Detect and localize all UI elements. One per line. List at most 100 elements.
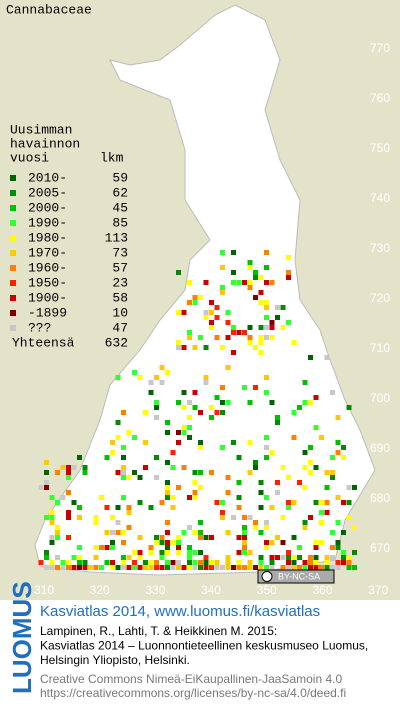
observation-square: [110, 515, 115, 520]
observation-square: [335, 540, 341, 545]
observation-square: [264, 280, 269, 285]
observation-square: [55, 470, 60, 475]
observation-square: [165, 560, 170, 565]
observation-square: [203, 555, 209, 560]
observation-square: [49, 565, 55, 570]
observation-square: [264, 300, 269, 305]
observation-square: [220, 345, 225, 350]
observation-square: [77, 560, 82, 565]
y-tick-label: 720: [370, 291, 390, 305]
observation-square: [258, 480, 264, 485]
observation-square: [198, 410, 203, 415]
observation-square: [335, 560, 341, 565]
observation-square: [264, 455, 269, 460]
observation-square: [286, 275, 291, 280]
legend-label: 2000-: [28, 200, 67, 215]
observation-square: [192, 480, 198, 485]
legend-swatch: [10, 175, 16, 181]
observation-square: [280, 515, 286, 520]
observation-square: [121, 445, 126, 450]
observation-square: [104, 455, 110, 460]
observation-square: [181, 565, 187, 570]
observation-square: [253, 385, 258, 390]
observation-square: [49, 560, 55, 565]
observation-square: [159, 565, 165, 570]
observation-square: [192, 560, 198, 565]
observation-square: [324, 560, 330, 565]
observation-square: [121, 475, 126, 480]
observation-square: [121, 540, 126, 545]
observation-square: [231, 325, 236, 330]
observation-square: [66, 560, 71, 565]
observation-square: [209, 405, 214, 410]
observation-square: [264, 375, 269, 380]
observation-square: [247, 470, 253, 475]
observation-square: [253, 295, 258, 300]
observation-square: [192, 495, 198, 500]
observation-square: [44, 470, 49, 475]
observation-square: [247, 515, 253, 520]
legend-label: 1970-: [28, 245, 67, 260]
observation-squares: [38, 250, 357, 570]
observation-square: [258, 300, 264, 305]
logo: LUOMUS: [7, 581, 37, 694]
observation-square: [297, 480, 302, 485]
observation-square: [203, 280, 209, 285]
observation-square: [198, 445, 203, 450]
legend-header: havainnon: [10, 136, 80, 151]
observation-square: [324, 500, 330, 505]
observation-square: [187, 280, 192, 285]
observation-square: [121, 495, 126, 500]
x-tick-label: 330: [145, 583, 165, 597]
observation-square: [346, 555, 352, 560]
observation-square: [330, 475, 335, 480]
observation-square: [55, 535, 60, 540]
observation-square: [319, 520, 324, 525]
observation-square: [258, 290, 264, 295]
observation-square: [198, 565, 203, 570]
observation-square: [165, 530, 170, 535]
legend-label: 2005-: [28, 185, 67, 200]
observation-square: [269, 400, 275, 405]
observation-square: [242, 545, 247, 550]
legend-count: 47: [112, 320, 128, 335]
observation-square: [330, 470, 335, 475]
observation-square: [225, 320, 231, 325]
observation-square: [286, 255, 291, 260]
observation-square: [192, 470, 198, 475]
observation-square: [44, 555, 49, 560]
legend-label: 1950-: [28, 275, 67, 290]
observation-square: [286, 500, 291, 505]
observation-square: [258, 555, 264, 560]
observation-square: [324, 355, 330, 360]
observation-square: [242, 330, 247, 335]
observation-square: [110, 560, 115, 565]
observation-square: [253, 460, 258, 465]
observation-square: [236, 535, 242, 540]
legend-count: 58: [112, 290, 128, 305]
observation-square: [71, 565, 77, 570]
observation-square: [225, 490, 231, 495]
observation-square: [291, 565, 297, 570]
observation-square: [165, 520, 170, 525]
observation-square: [143, 410, 148, 415]
observation-square: [330, 390, 335, 395]
observation-square: [176, 550, 181, 555]
observation-square: [44, 515, 49, 520]
observation-square: [308, 565, 313, 570]
observation-square: [319, 510, 324, 515]
observation-square: [198, 550, 203, 555]
y-tick-label: 710: [370, 341, 390, 355]
observation-square: [121, 410, 126, 415]
observation-square: [247, 400, 253, 405]
observation-square: [148, 560, 154, 565]
observation-square: [165, 545, 170, 550]
observation-square: [286, 505, 291, 510]
observation-square: [275, 555, 280, 560]
observation-square: [220, 285, 225, 290]
observation-square: [209, 325, 214, 330]
observation-square: [192, 295, 198, 300]
observation-square: [352, 525, 357, 530]
